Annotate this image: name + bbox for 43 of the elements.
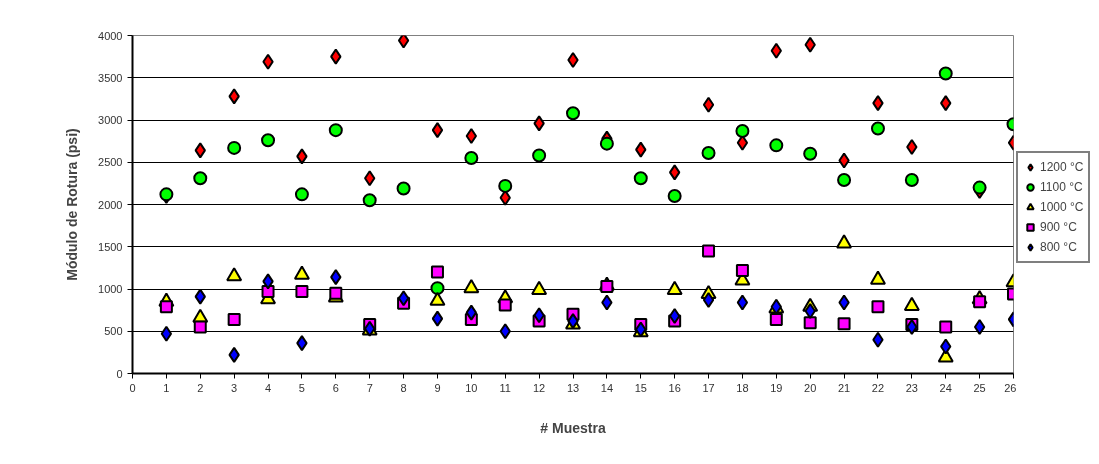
x-tick-label: 17: [702, 381, 715, 394]
x-tick-label: 14: [600, 381, 614, 394]
x-tick-label: 20: [804, 381, 817, 394]
legend-label: 800 °C: [1040, 240, 1077, 254]
x-tick-label: 9: [434, 381, 441, 394]
x-tick-label: 10: [465, 381, 478, 394]
x-tick-label: 4: [264, 381, 272, 394]
y-tick-label: 3500: [98, 71, 123, 84]
y-tick-label: 2500: [98, 156, 123, 169]
x-tick-label: 2: [197, 381, 204, 394]
x-tick-label: 19: [770, 381, 783, 394]
x-axis-title: # Muestra: [540, 419, 606, 436]
legend-label: 900 °C: [1040, 220, 1077, 234]
y-tick-label: 1000: [98, 283, 123, 295]
x-tick-label: 25: [973, 381, 986, 394]
x-tick-label: 12: [533, 381, 546, 394]
legend-label: 1200 °C: [1040, 160, 1084, 174]
y-tick-label: 0: [116, 367, 123, 380]
x-tick-label: 8: [400, 381, 407, 394]
x-tick-label: 11: [499, 381, 511, 394]
x-tick-label: 16: [668, 381, 681, 394]
x-tick-label: 21: [837, 381, 851, 394]
x-tick-label: 13: [566, 381, 580, 394]
y-tick-label: 500: [104, 325, 123, 338]
y-axis-title: Módulo de Rotura (psi): [64, 128, 81, 281]
x-tick-label: 24: [939, 381, 952, 394]
y-tick-label: 1500: [98, 240, 123, 253]
x-tick-label: 26: [1004, 381, 1017, 394]
x-tick-label: 18: [736, 381, 749, 394]
y-tick-label: 4000: [98, 29, 123, 42]
x-tick-label: 7: [366, 381, 373, 394]
y-tick-label: 3000: [98, 114, 123, 126]
x-tick-label: 0: [129, 381, 136, 394]
legend-label: 1100 °C: [1040, 180, 1083, 194]
x-tick-label: 5: [298, 381, 305, 394]
x-tick-label: 22: [871, 381, 885, 394]
legend-label: 1000 °C: [1040, 200, 1084, 214]
x-tick-label: 6: [332, 381, 339, 394]
x-tick-label: 3: [231, 381, 238, 394]
x-tick-label: 23: [905, 381, 918, 394]
x-tick-label: 1: [163, 381, 170, 394]
y-tick-label: 2000: [98, 198, 123, 211]
x-tick-label: 15: [634, 381, 647, 394]
